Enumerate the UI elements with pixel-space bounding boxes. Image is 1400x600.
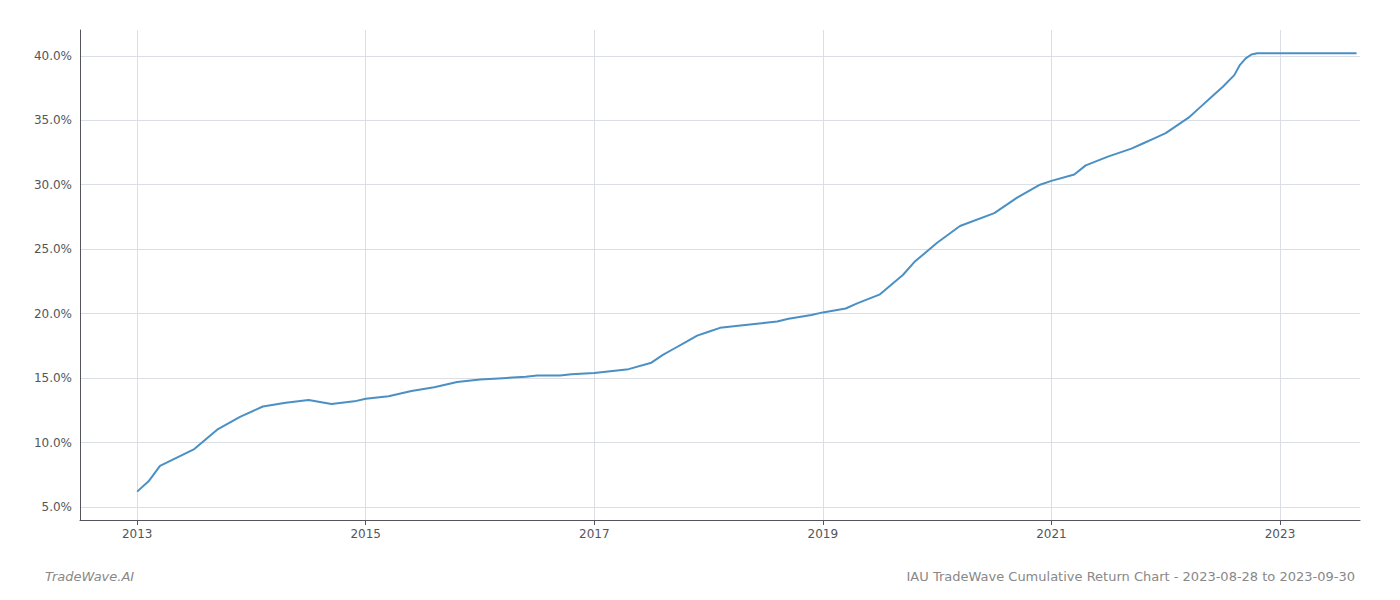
svg-text:2017: 2017 [579,527,610,541]
svg-text:25.0%: 25.0% [34,242,72,256]
svg-text:35.0%: 35.0% [34,113,72,127]
svg-text:10.0%: 10.0% [34,436,72,450]
svg-text:5.0%: 5.0% [42,500,73,514]
svg-text:IAU TradeWave Cumulative Retur: IAU TradeWave Cumulative Return Chart - … [907,569,1355,584]
svg-text:TradeWave.AI: TradeWave.AI [45,569,134,584]
svg-text:2019: 2019 [808,527,839,541]
svg-text:20.0%: 20.0% [34,307,72,321]
svg-text:2013: 2013 [122,527,153,541]
svg-text:15.0%: 15.0% [34,371,72,385]
svg-text:40.0%: 40.0% [34,49,72,63]
svg-text:30.0%: 30.0% [34,178,72,192]
svg-text:2015: 2015 [350,527,381,541]
svg-text:2021: 2021 [1036,527,1067,541]
svg-text:2023: 2023 [1265,527,1296,541]
